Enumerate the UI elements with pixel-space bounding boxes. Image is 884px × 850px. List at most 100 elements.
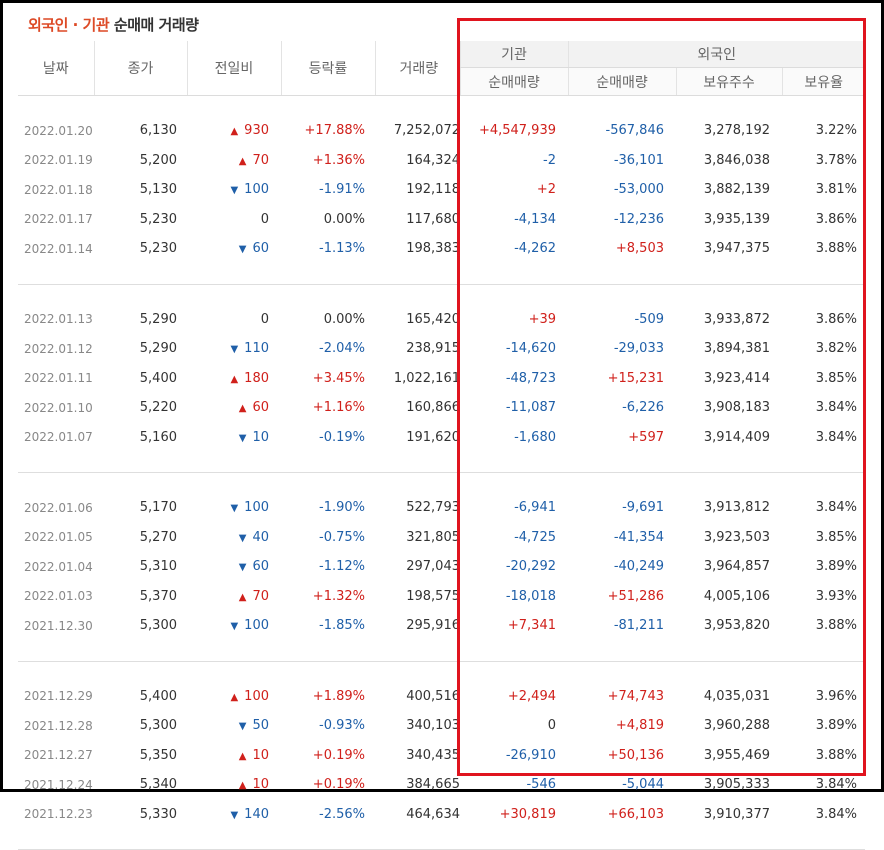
cell-rate: +1.32% — [312, 588, 365, 604]
triangle-down-icon: ▼ — [230, 809, 239, 821]
table-row: 2021.12.30 5,300 ▼ 100 -1.85% 295,916 +7,341 -8… — [18, 611, 865, 641]
group-gap — [18, 641, 865, 662]
cell-ratio: 3.85% — [815, 529, 857, 545]
cell-diff: ▼ 50 — [187, 711, 281, 741]
cell-holdings: 3,955,469 — [703, 747, 770, 763]
cell-inst-net: -1,680 — [514, 429, 556, 445]
cell-inst-net: -26,910 — [505, 747, 556, 763]
cell-ratio: 3.96% — [815, 688, 857, 704]
cell-holdings: 3,908,183 — [703, 400, 770, 416]
cell-diff: ▼ 100 — [187, 175, 281, 205]
cell-volume: 522,793 — [406, 500, 460, 516]
cell-foreign-net: -12,236 — [613, 211, 664, 227]
cell-inst-net: +7,341 — [507, 618, 556, 634]
triangle-up-icon: ▲ — [238, 780, 247, 792]
cell-ratio: 3.22% — [815, 123, 857, 139]
cell-date: 2021.12.28 — [24, 718, 93, 733]
triangle-up-icon: ▲ — [238, 155, 247, 167]
cell-holdings: 3,953,820 — [703, 618, 770, 634]
cell-foreign-net: -509 — [634, 311, 664, 327]
table-row: 2022.01.11 5,400 ▲ 180 +3.45% 1,022,161 -48,72… — [18, 364, 865, 394]
diff-value: 70 — [252, 588, 269, 604]
cell-diff: ▲ 70 — [187, 582, 281, 612]
cell-diff: ▼ 110 — [187, 334, 281, 364]
cell-foreign-net: -41,354 — [613, 529, 664, 545]
cell-close: 5,300 — [139, 718, 177, 734]
cell-inst-net: +30,819 — [499, 806, 556, 822]
table-row: 2022.01.19 5,200 ▲ 70 +1.36% 164,324 -2 -36,101… — [18, 146, 865, 176]
cell-rate: -0.93% — [319, 718, 365, 734]
cell-ratio: 3.84% — [815, 777, 857, 793]
cell-holdings: 3,846,038 — [703, 152, 770, 168]
cell-foreign-net: +51,286 — [607, 588, 664, 604]
cell-foreign-net: -5,044 — [622, 777, 664, 793]
group-gap — [18, 662, 865, 682]
cell-date: 2022.01.05 — [24, 530, 93, 545]
cell-holdings: 3,923,414 — [703, 370, 770, 386]
cell-inst-net: +2,494 — [507, 688, 556, 704]
diff-value: 60 — [252, 400, 269, 416]
cell-volume: 400,516 — [406, 688, 460, 704]
cell-foreign-net: +66,103 — [607, 806, 664, 822]
header-holdings: 보유주수 — [675, 67, 782, 96]
cell-close: 5,130 — [139, 182, 177, 198]
cell-holdings: 3,278,192 — [703, 123, 770, 139]
cell-holdings: 4,035,031 — [703, 688, 770, 704]
cell-inst-net: -546 — [526, 777, 556, 793]
table-row: 2022.01.10 5,220 ▲ 60 +1.16% 160,866 -11,087 -6… — [18, 393, 865, 423]
cell-date: 2022.01.18 — [24, 182, 93, 197]
cell-holdings: 3,914,409 — [703, 429, 770, 445]
triangle-up-icon: ▲ — [238, 403, 247, 415]
cell-diff: ▲ 60 — [187, 393, 281, 423]
group-separator — [18, 472, 865, 473]
investor-trading-table: 날짜 종가 전일비 등락률 거래량 기관 외국인 순매매량 순매매량 보유주수 … — [18, 41, 865, 850]
cell-volume: 164,324 — [406, 152, 460, 168]
table-row: 2022.01.04 5,310 ▼ 60 -1.12% 297,043 -20,292 -4… — [18, 552, 865, 582]
cell-rate: -1.91% — [319, 182, 365, 198]
cell-rate: +0.19% — [312, 777, 365, 793]
cell-diff: ▲ 10 — [187, 741, 281, 771]
cell-foreign-net: +4,819 — [615, 718, 664, 734]
cell-close: 5,300 — [139, 618, 177, 634]
header-date: 날짜 — [18, 41, 95, 96]
screenshot-frame — [0, 0, 884, 792]
table-row: 2021.12.29 5,400 ▲ 100 +1.89% 400,516 +2,494 +7… — [18, 682, 865, 712]
cell-rate: +3.45% — [312, 370, 365, 386]
cell-diff: ▼ 60 — [187, 552, 281, 582]
triangle-down-icon: ▼ — [230, 185, 239, 197]
header-foreign-net: 순매매량 — [567, 67, 676, 96]
diff-value: 10 — [252, 429, 269, 445]
table-body: 2022.01.20 6,130 ▲ 930 +17.88% 7,252,072 +4,54… — [18, 96, 865, 850]
cell-date: 2022.01.06 — [24, 500, 93, 515]
cell-date: 2022.01.04 — [24, 559, 93, 574]
cell-inst-net: +2 — [536, 182, 556, 198]
diff-value: 100 — [244, 688, 269, 704]
cell-date: 2022.01.17 — [24, 212, 93, 227]
diff-value: 0 — [260, 311, 269, 327]
cell-holdings: 3,905,333 — [703, 777, 770, 793]
cell-rate: -1.12% — [319, 559, 365, 575]
triangle-down-icon: ▼ — [230, 621, 239, 633]
cell-volume: 295,916 — [406, 618, 460, 634]
cell-date: 2022.01.10 — [24, 400, 93, 415]
cell-inst-net: -4,262 — [514, 241, 556, 257]
cell-date: 2021.12.23 — [24, 807, 93, 822]
cell-close: 5,270 — [139, 529, 177, 545]
cell-close: 5,310 — [139, 559, 177, 575]
cell-ratio: 3.89% — [815, 559, 857, 575]
cell-holdings: 3,960,288 — [703, 718, 770, 734]
title-rest: 순매매 거래량 — [113, 16, 199, 34]
cell-diff: ▼ 100 — [187, 611, 281, 641]
cell-volume: 464,634 — [406, 806, 460, 822]
cell-diff: ▲ 10 — [187, 770, 281, 800]
cell-foreign-net: -81,211 — [613, 618, 664, 634]
cell-date: 2021.12.24 — [24, 777, 93, 792]
cell-ratio: 3.78% — [815, 152, 857, 168]
table-row: 2022.01.05 5,270 ▼ 40 -0.75% 321,805 -4,725 -41… — [18, 523, 865, 553]
cell-rate: +1.89% — [312, 688, 365, 704]
cell-foreign-net: -567,846 — [605, 123, 664, 139]
cell-ratio: 3.93% — [815, 588, 857, 604]
header-rate: 등락률 — [281, 41, 376, 96]
table-row: 2021.12.27 5,350 ▲ 10 +0.19% 340,435 -26,910 +5… — [18, 741, 865, 771]
table-row: 2022.01.13 5,290 0 0.00% 165,420 +39 -509 3,933… — [18, 305, 865, 335]
